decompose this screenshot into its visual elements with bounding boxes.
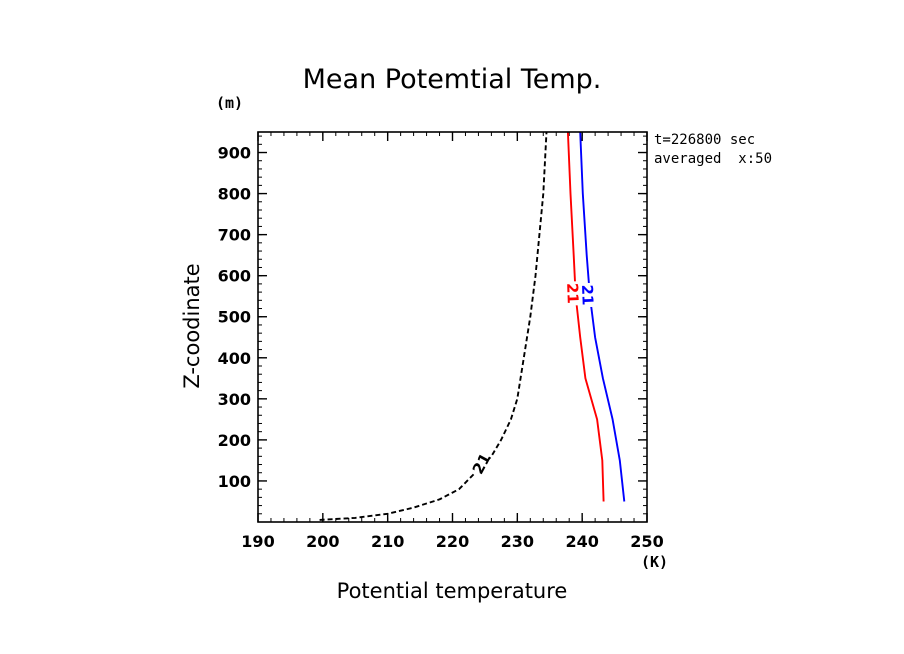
y-tick-label: 900 [218, 144, 251, 163]
x-tick-label: 220 [436, 532, 469, 551]
x-tick-label: 190 [241, 532, 274, 551]
x-tick-label: 210 [371, 532, 404, 551]
y-tick-label: 500 [218, 308, 251, 327]
series-line-3 [579, 131, 626, 502]
contour-label-gap [474, 451, 489, 476]
plot-frame [257, 131, 648, 523]
axis-ticks: 190 200 210 220 230 240 250 100 200 300 400 500 600 7… [218, 132, 664, 551]
contour-label: 21 [469, 450, 495, 477]
contour-label-gap [580, 282, 595, 307]
y-tick-label: 600 [218, 267, 251, 286]
y-unit-label: (m) [216, 94, 243, 112]
series-line-2 [566, 131, 605, 502]
series-line-1 [319, 131, 548, 521]
contour-label: 21 [563, 283, 582, 304]
y-tick-label: 800 [218, 185, 251, 204]
x-tick-label: 230 [501, 532, 534, 551]
contour-label-gap [565, 281, 580, 306]
chart-title: Mean Potemtial Temp. [303, 64, 602, 95]
x-axis-label: Potential temperature [337, 579, 568, 603]
y-tick-label: 200 [218, 431, 251, 450]
y-tick-label: 700 [218, 226, 251, 245]
x-tick-label: 250 [630, 532, 663, 551]
y-tick-label: 300 [218, 390, 251, 409]
y-tick-label: 100 [218, 472, 251, 491]
x-unit-label: (K) [641, 553, 668, 571]
x-tick-label: 200 [306, 532, 339, 551]
y-axis-label: Z-coodinate [180, 263, 204, 388]
annotation-box: t=226800 sec averaged x:50 [654, 132, 772, 167]
y-tick-label: 400 [218, 349, 251, 368]
data-lines [319, 131, 626, 521]
averaging-annotation: averaged x:50 [654, 151, 772, 167]
x-tick-label: 240 [565, 532, 598, 551]
contour-label: 21 [578, 284, 597, 305]
time-annotation: t=226800 sec [654, 132, 755, 148]
